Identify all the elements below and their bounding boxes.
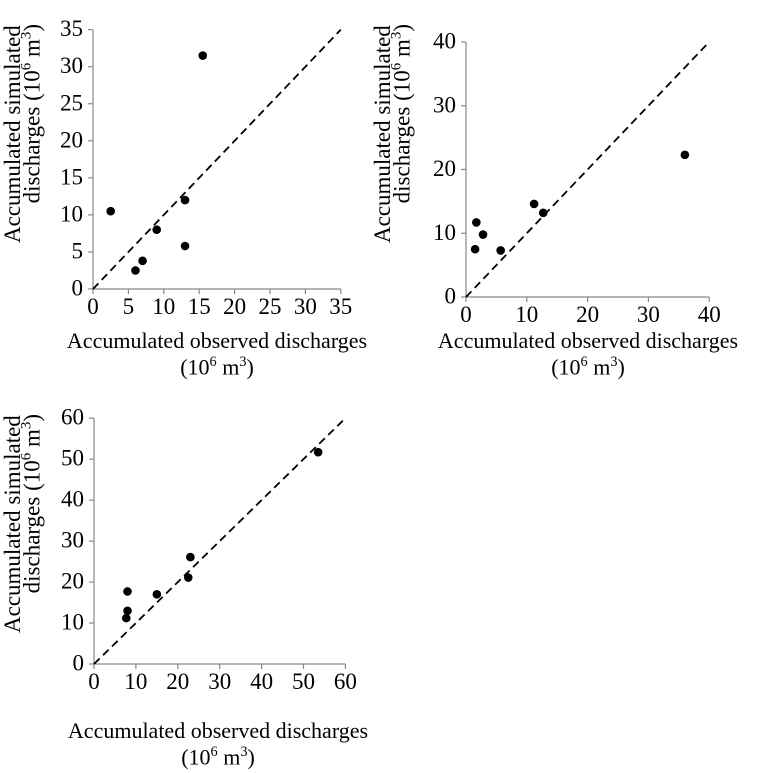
svg-text:10: 10 xyxy=(152,294,175,319)
svg-text:25: 25 xyxy=(60,90,83,115)
svg-text:20: 20 xyxy=(61,569,84,594)
svg-text:40: 40 xyxy=(250,669,273,694)
svg-text:10: 10 xyxy=(124,669,147,694)
svg-text:20: 20 xyxy=(433,156,456,181)
svg-text:50: 50 xyxy=(292,669,315,694)
svg-text:35: 35 xyxy=(329,294,352,319)
svg-text:20: 20 xyxy=(223,294,246,319)
svg-text:10: 10 xyxy=(61,610,84,635)
svg-text:0: 0 xyxy=(445,284,457,309)
svg-text:25: 25 xyxy=(259,294,282,319)
svg-text:30: 30 xyxy=(208,669,231,694)
svg-text:15: 15 xyxy=(188,294,211,319)
svg-text:30: 30 xyxy=(60,53,83,78)
svg-text:10: 10 xyxy=(433,220,456,245)
svg-text:30: 30 xyxy=(294,294,317,319)
svg-text:15: 15 xyxy=(60,164,83,189)
svg-text:20: 20 xyxy=(60,127,83,152)
svg-text:30: 30 xyxy=(637,302,660,327)
svg-text:0: 0 xyxy=(73,651,85,676)
svg-text:10: 10 xyxy=(60,201,83,226)
svg-text:60: 60 xyxy=(334,669,357,694)
svg-text:40: 40 xyxy=(61,487,84,512)
svg-text:0: 0 xyxy=(88,669,100,694)
svg-text:0: 0 xyxy=(460,302,472,327)
svg-text:30: 30 xyxy=(433,92,456,117)
svg-text:30: 30 xyxy=(61,528,84,553)
svg-text:50: 50 xyxy=(61,446,84,471)
svg-text:10: 10 xyxy=(515,302,538,327)
svg-text:35: 35 xyxy=(60,16,83,41)
svg-text:5: 5 xyxy=(72,238,84,263)
svg-text:20: 20 xyxy=(166,669,189,694)
svg-text:40: 40 xyxy=(433,29,456,54)
svg-text:5: 5 xyxy=(123,294,135,319)
svg-text:60: 60 xyxy=(61,405,84,430)
svg-text:0: 0 xyxy=(87,294,99,319)
svg-text:20: 20 xyxy=(576,302,599,327)
svg-text:0: 0 xyxy=(72,276,84,301)
svg-text:40: 40 xyxy=(698,302,721,327)
